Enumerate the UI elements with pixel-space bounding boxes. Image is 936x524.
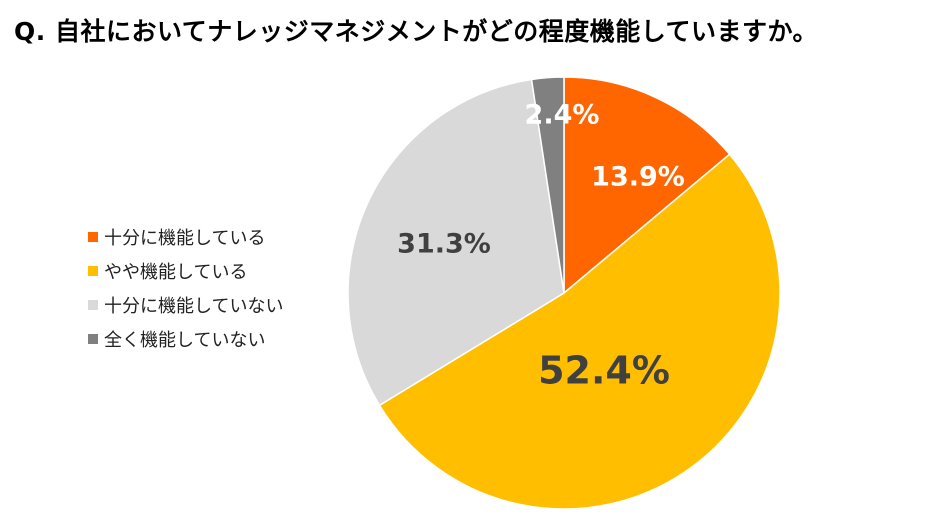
data-label: 52.4% xyxy=(538,349,670,393)
data-label: 2.4% xyxy=(525,100,600,131)
legend-swatch xyxy=(88,334,98,344)
legend-item: 十分に機能していない xyxy=(88,288,283,322)
chart-title: Q. 自社においてナレッジマネジメントがどの程度機能していますか。 xyxy=(14,17,818,46)
legend-label: 十分に機能していない xyxy=(104,296,284,317)
legend-label: 全く機能していない xyxy=(104,330,266,351)
legend-swatch xyxy=(88,300,98,310)
legend-item: 全く機能していない xyxy=(88,322,283,356)
data-label: 31.3% xyxy=(397,229,491,260)
data-label: 13.9% xyxy=(591,162,685,193)
pie-slice xyxy=(530,76,565,294)
legend: 十分に機能している やや機能している 十分に機能していない 全く機能していない xyxy=(88,220,283,356)
legend-item: やや機能している xyxy=(88,254,283,288)
legend-swatch xyxy=(88,266,98,276)
pie-slice xyxy=(563,76,731,295)
legend-item: 十分に機能している xyxy=(88,220,283,254)
legend-label: 十分に機能している xyxy=(104,228,266,249)
pie-labels: 13.9% 52.4% 31.3% 2.4% xyxy=(397,100,685,393)
pie-slice xyxy=(347,78,565,407)
legend-swatch xyxy=(88,232,98,242)
pie-slice xyxy=(378,153,781,510)
pie-slices xyxy=(347,76,781,510)
legend-label: やや機能している xyxy=(104,262,248,283)
